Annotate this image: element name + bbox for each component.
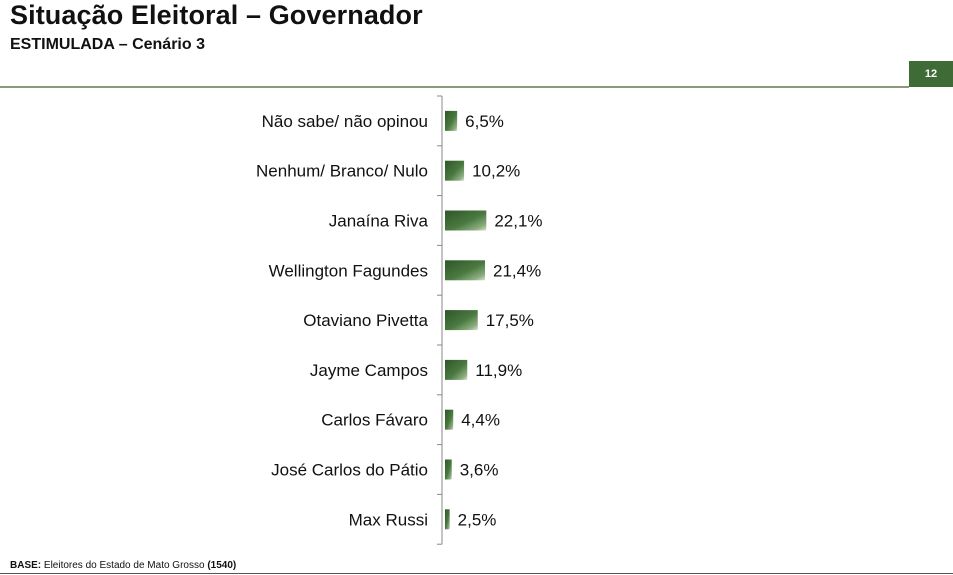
base-note: BASE: Eleitores do Estado de Mato Grosso… xyxy=(10,560,236,571)
base-label: BASE: xyxy=(10,560,42,571)
bar xyxy=(445,160,465,181)
value-label: 11,9% xyxy=(475,361,522,380)
category-label: Nenhum/ Branco/ Nulo xyxy=(256,162,428,181)
bar xyxy=(445,409,454,430)
axis-ticks xyxy=(437,95,442,545)
category-label: Jayme Campos xyxy=(310,361,428,380)
value-label: 22,1% xyxy=(494,212,542,231)
footer-divider xyxy=(0,573,953,574)
category-label: Wellington Fagundes xyxy=(269,261,428,280)
value-label: 21,4% xyxy=(493,261,541,280)
category-label: Max Russi xyxy=(349,510,428,529)
value-label: 4,4% xyxy=(461,411,500,430)
value-label: 2,5% xyxy=(458,510,497,529)
base-text: Eleitores do Estado de Mato Grosso xyxy=(41,560,208,571)
bar-chart: Não sabe/ não opinou 6,5% Nenhum/ Branco/ … xyxy=(256,95,543,545)
value-label: 6,5% xyxy=(465,112,504,131)
category-label: Carlos Fávaro xyxy=(321,411,428,430)
category-label: Não sabe/ não opinou xyxy=(262,112,428,131)
category-label: Otaviano Pivetta xyxy=(303,311,428,330)
value-label: 10,2% xyxy=(472,162,520,181)
bar xyxy=(445,260,486,281)
bar xyxy=(445,459,452,480)
bars-layer: Não sabe/ não opinou 6,5% Nenhum/ Branco/ … xyxy=(256,110,543,530)
category-label: Janaína Riva xyxy=(329,212,429,231)
value-label: 17,5% xyxy=(486,311,534,330)
bar xyxy=(445,359,468,380)
base-count: (1540) xyxy=(207,560,237,571)
value-label: 3,6% xyxy=(460,461,499,480)
header-divider xyxy=(0,86,909,88)
bar xyxy=(445,509,450,530)
bar xyxy=(445,310,478,331)
page-title: Situação Eleitoral – Governador xyxy=(10,0,423,30)
category-label: José Carlos do Pátio xyxy=(271,461,428,480)
bar xyxy=(445,110,458,131)
page-number-badge: 12 xyxy=(909,61,953,87)
bar xyxy=(445,210,487,231)
page-subtitle: ESTIMULADA – Cenário 3 xyxy=(10,36,205,53)
